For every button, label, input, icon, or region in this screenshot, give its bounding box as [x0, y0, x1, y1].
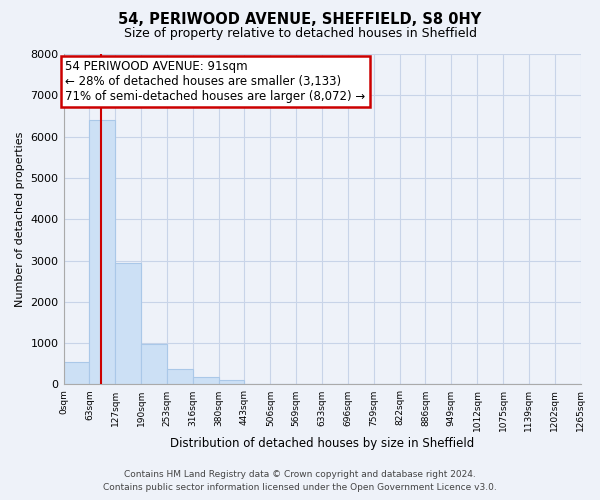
Bar [193, 377, 218, 384]
X-axis label: Distribution of detached houses by size in Sheffield: Distribution of detached houses by size … [170, 437, 474, 450]
Y-axis label: Number of detached properties: Number of detached properties [15, 132, 25, 307]
Bar [115, 262, 141, 384]
Text: 54, PERIWOOD AVENUE, SHEFFIELD, S8 0HY: 54, PERIWOOD AVENUE, SHEFFIELD, S8 0HY [118, 12, 482, 28]
Bar [167, 369, 193, 384]
Bar [218, 380, 244, 384]
Bar [141, 344, 167, 385]
Bar [64, 362, 89, 384]
Bar [89, 120, 115, 384]
Text: Size of property relative to detached houses in Sheffield: Size of property relative to detached ho… [124, 28, 476, 40]
Text: Contains HM Land Registry data © Crown copyright and database right 2024.
Contai: Contains HM Land Registry data © Crown c… [103, 470, 497, 492]
Text: 54 PERIWOOD AVENUE: 91sqm
← 28% of detached houses are smaller (3,133)
71% of se: 54 PERIWOOD AVENUE: 91sqm ← 28% of detac… [65, 60, 365, 103]
